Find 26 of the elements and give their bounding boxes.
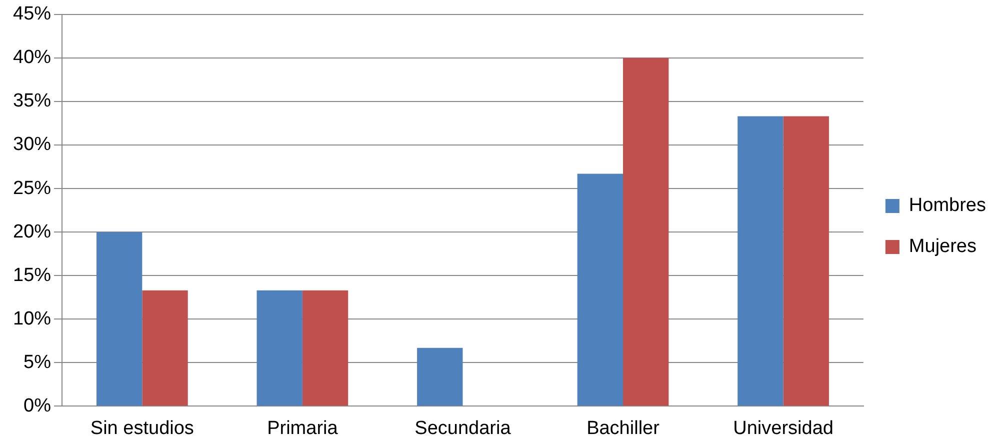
bar [783,116,829,406]
y-tick-label: 45% [12,4,52,25]
x-tick-label: Sin estudios [90,418,194,439]
y-tick-label: 0% [24,395,52,416]
bar [96,232,142,406]
x-tick-label: Universidad [733,418,834,439]
y-tick-label: 5% [24,352,52,373]
bar [302,290,348,406]
y-tick-label: 15% [12,264,52,286]
bar [256,290,302,406]
x-tick-label: Bachiller [586,418,660,439]
legend-label: Hombres [908,195,986,216]
legend-label: Mujeres [908,236,976,258]
bar [577,174,624,406]
y-tick-label: 35% [12,90,52,112]
x-tick-label: Secundaria [414,418,512,439]
bar [417,348,463,406]
x-tick-label: Primaria [267,418,338,439]
y-tick-label: 40% [12,47,52,68]
bar [142,290,188,406]
y-tick-label: 25% [12,178,52,199]
y-tick-label: 20% [12,221,52,242]
y-tick-label: 30% [12,134,52,156]
bar [738,116,784,406]
y-tick-label: 10% [12,308,52,330]
bar [623,58,669,406]
